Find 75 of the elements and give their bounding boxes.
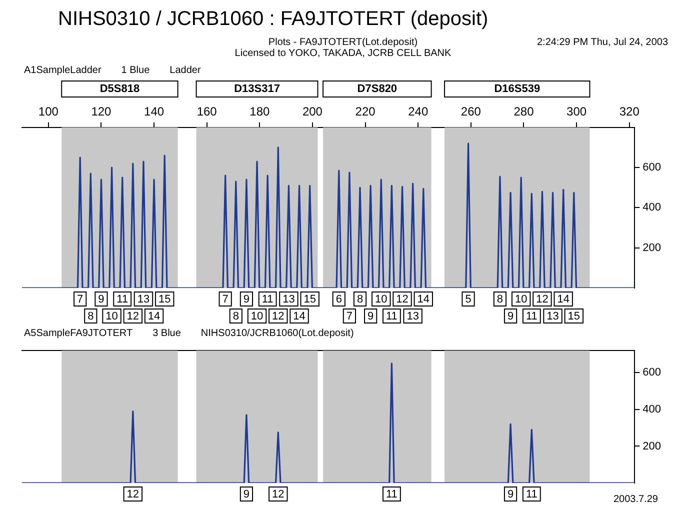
x-tick-label: 280 — [514, 104, 534, 119]
annotation: 12 — [126, 488, 140, 501]
annotation: 11 — [526, 310, 538, 323]
annotation: 12 — [126, 310, 140, 323]
band-label: D13S317 — [234, 83, 280, 96]
annotation: 14 — [148, 310, 160, 323]
text: 2:24:29 PM Thu, Jul 24, 2003 — [536, 37, 668, 48]
annotation: 13 — [406, 310, 419, 323]
text: 2003.7.29 — [614, 494, 658, 505]
annotation: 8 — [88, 310, 94, 323]
annotation: 9 — [368, 310, 374, 323]
text: 1 Blue — [121, 65, 150, 78]
annotation: 9 — [507, 488, 514, 501]
x-tick-label: 320 — [619, 104, 640, 119]
x-tick-label: 120 — [91, 104, 112, 119]
annotation: 14 — [293, 310, 306, 323]
annotation: 5 — [465, 294, 472, 306]
annotation: 7 — [77, 294, 84, 306]
band-label: D7S820 — [357, 83, 398, 96]
y-tick-label: 400 — [642, 403, 662, 416]
band-label: D16S539 — [494, 83, 540, 96]
annotation: 13 — [546, 310, 559, 323]
annotation: 9 — [243, 294, 250, 306]
annotation: 11 — [386, 488, 398, 501]
annotation: 9 — [243, 488, 250, 501]
annotation: 13 — [137, 294, 150, 306]
text: Ladder — [170, 65, 201, 78]
x-tick-label: 260 — [460, 104, 482, 119]
x-tick-label: 160 — [196, 104, 218, 119]
annotation: 12 — [272, 488, 284, 501]
chart-subtitle: Plots - FA9JTOTERT(Lot.deposit) — [268, 37, 418, 48]
y-tick-label: 200 — [642, 440, 662, 452]
text: Licensed to YOKO, TAKADA, JCRB CELL BANK — [234, 48, 452, 59]
annotation: 8 — [232, 310, 239, 323]
annotation: 8 — [356, 294, 364, 306]
chart-title: NIHS0310 / JCRB1060 : FA9JTOTERT (deposit) — [58, 8, 490, 31]
annotation: 11 — [386, 310, 398, 323]
y-tick-label: 200 — [642, 242, 662, 254]
annotation: 15 — [158, 294, 171, 306]
annotation: 11 — [116, 294, 128, 306]
annotation: 14 — [557, 294, 570, 306]
annotation: 10 — [106, 310, 118, 323]
annotation: 10 — [250, 310, 264, 323]
annotation: 7 — [346, 310, 353, 323]
annotation: 11 — [526, 488, 538, 501]
band-label: D5S818 — [100, 83, 140, 96]
y-tick-label: 600 — [642, 162, 662, 174]
annotation: 10 — [514, 294, 528, 306]
annotation: 9 — [98, 294, 104, 306]
annotation: 12 — [536, 294, 548, 306]
annotation: 13 — [282, 294, 295, 306]
text: 3 Blue — [152, 328, 181, 341]
x-tick-label: 200 — [302, 104, 323, 119]
y-tick-label: 600 — [642, 366, 662, 379]
x-tick-label: 300 — [566, 104, 587, 119]
text: NIHS0310/JCRB1060(Lot.deposit) — [200, 328, 354, 341]
annotation: 9 — [507, 310, 514, 323]
annotation: 7 — [222, 294, 228, 306]
text: A5SampleFA9JTOTERT — [24, 328, 133, 341]
y-tick-label: 400 — [642, 202, 662, 214]
x-tick-label: 220 — [355, 104, 376, 119]
annotation: 11 — [262, 294, 274, 306]
annotation: 12 — [396, 294, 408, 306]
x-tick-label: 180 — [250, 104, 270, 119]
annotation: 12 — [272, 310, 284, 323]
annotation: 8 — [496, 294, 504, 306]
annotation: 15 — [304, 294, 316, 306]
text: A1SampleLadder — [24, 65, 102, 78]
annotation: 10 — [375, 294, 388, 306]
x-tick-label: 100 — [38, 104, 59, 119]
annotation: 15 — [568, 310, 580, 323]
x-tick-label: 140 — [144, 104, 164, 119]
x-tick-label: 240 — [408, 104, 428, 119]
annotation: 14 — [417, 294, 430, 306]
annotation: 6 — [336, 294, 342, 306]
